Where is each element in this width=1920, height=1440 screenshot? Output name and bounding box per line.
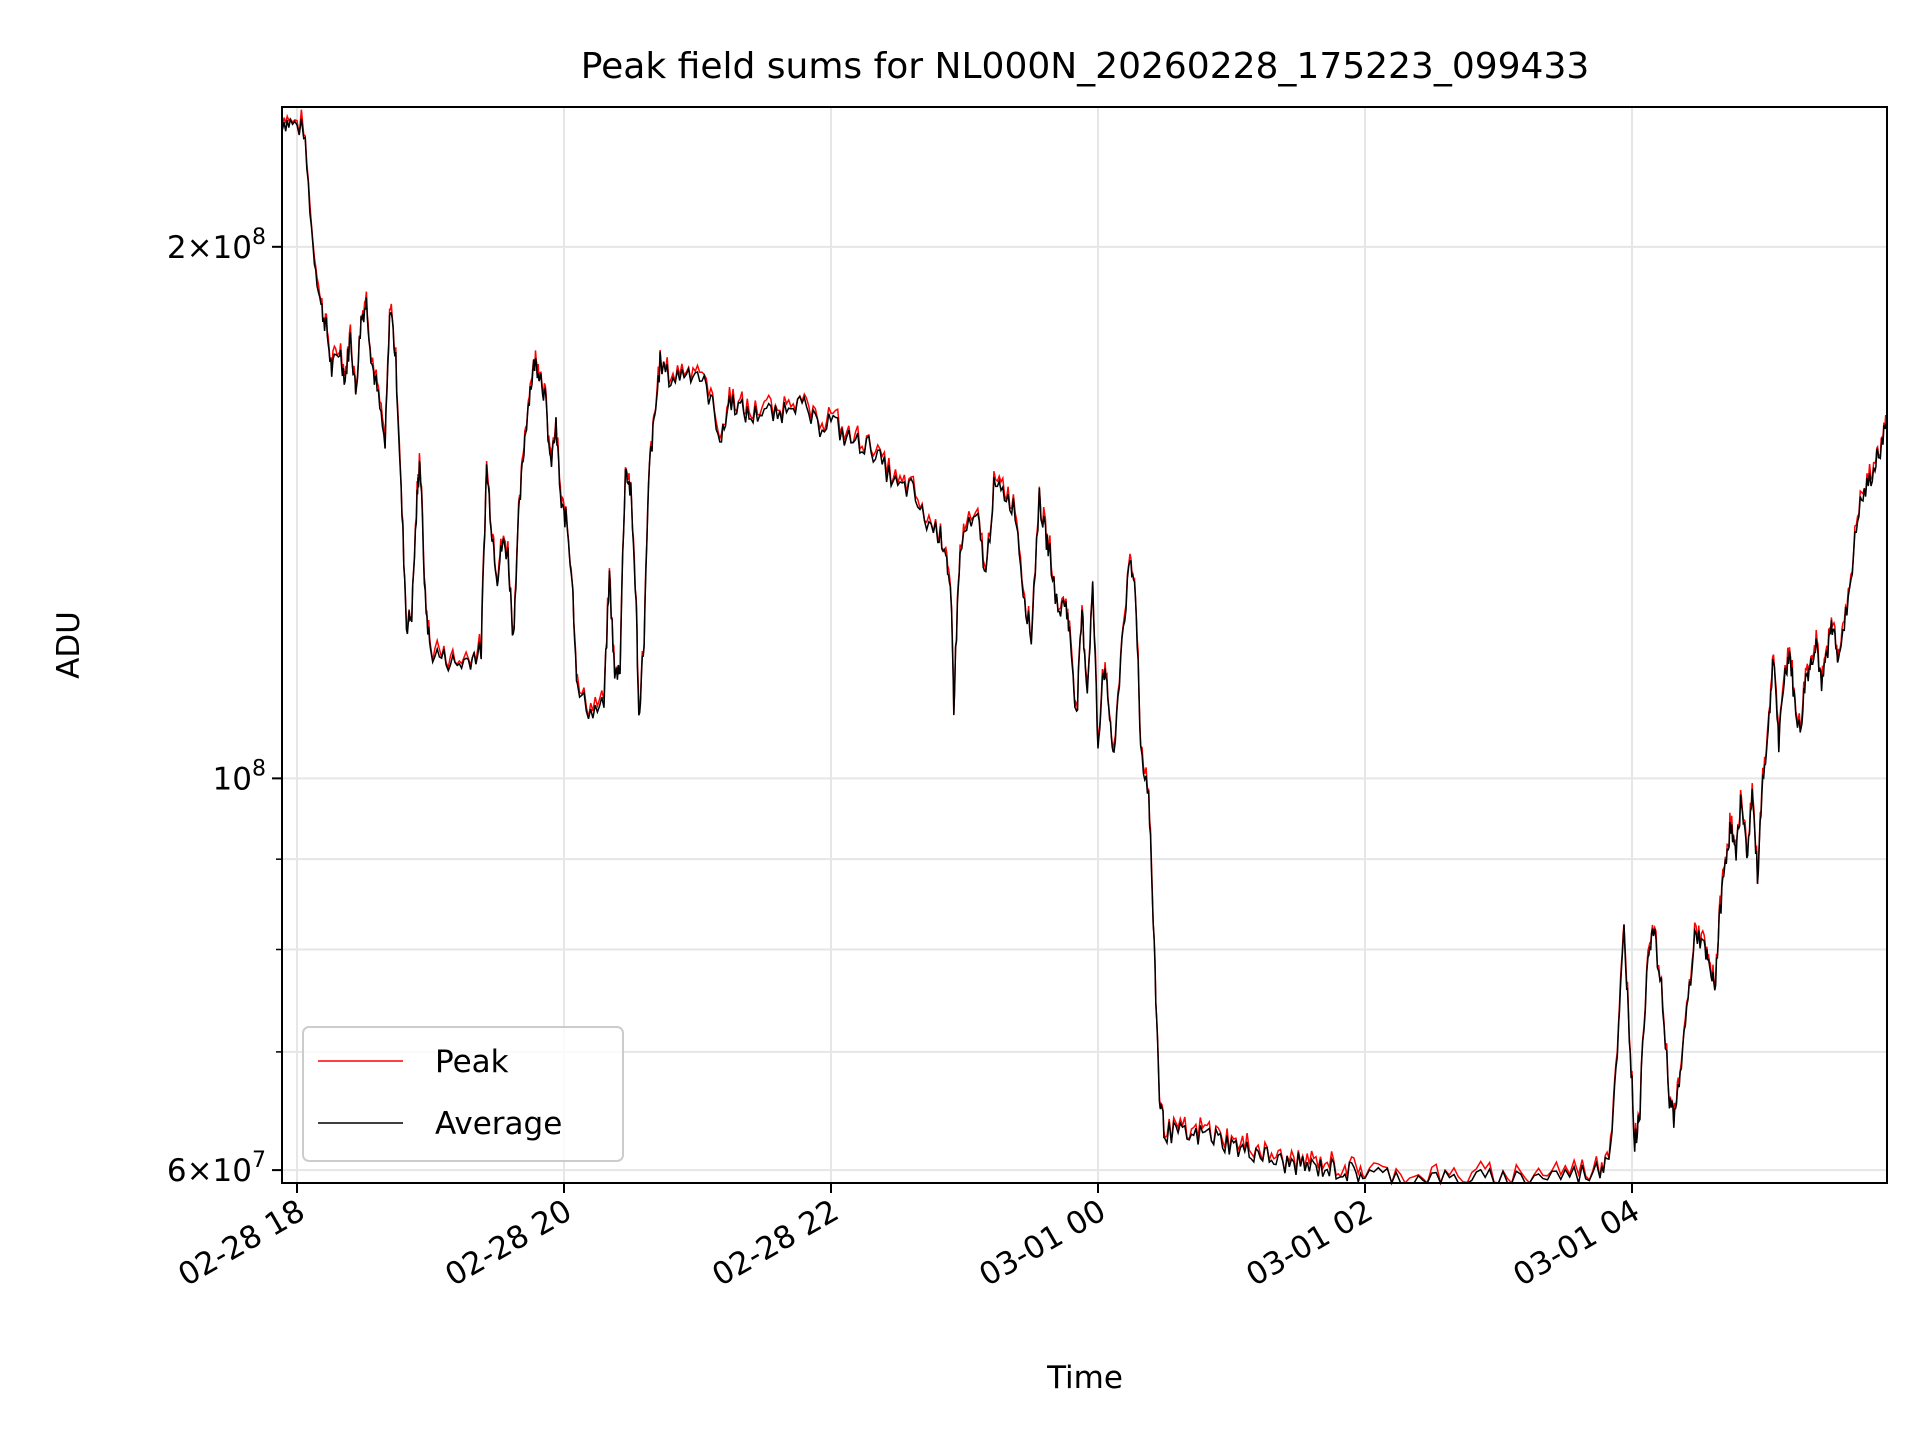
y-tick-label: 6×107 [167, 1148, 266, 1189]
plot-frame [281, 106, 1888, 1184]
y-axis-label: ADU [51, 611, 87, 679]
legend: Peak Average [302, 1026, 624, 1162]
y-tick-label: 2×108 [167, 225, 266, 266]
series-line-average [281, 107, 1888, 1186]
x-axis-label: Time [1046, 1360, 1123, 1396]
legend-label-peak: Peak [435, 1044, 509, 1080]
y-axis: 6×107 108 2×108 [167, 225, 282, 1189]
y-tick-label: 108 [213, 756, 266, 797]
grid [282, 107, 1887, 1183]
legend-label-average: Average [435, 1106, 562, 1142]
series-line-peak [281, 107, 1888, 1186]
chart-title: Peak field sums for NL000N_20260228_1752… [581, 46, 1590, 87]
plot-area [281, 107, 1888, 1186]
